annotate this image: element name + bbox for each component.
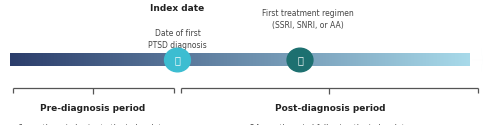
Text: 🩺: 🩺 [174, 55, 180, 65]
Ellipse shape [287, 48, 313, 72]
Text: Date of first
PTSD diagnosis: Date of first PTSD diagnosis [148, 29, 207, 50]
Text: 💊: 💊 [297, 55, 303, 65]
Text: 24-month period following the index date: 24-month period following the index date [250, 124, 410, 125]
Text: Post-diagnosis period: Post-diagnosis period [275, 104, 385, 113]
Text: Index date: Index date [150, 4, 204, 13]
Text: First treatment regimen
(SSRI, SNRI, or AA): First treatment regimen (SSRI, SNRI, or … [262, 9, 354, 29]
Ellipse shape [164, 48, 190, 72]
Text: Pre-diagnosis period: Pre-diagnosis period [40, 104, 145, 113]
Text: 6-month period prior to the index date: 6-month period prior to the index date [18, 124, 167, 125]
